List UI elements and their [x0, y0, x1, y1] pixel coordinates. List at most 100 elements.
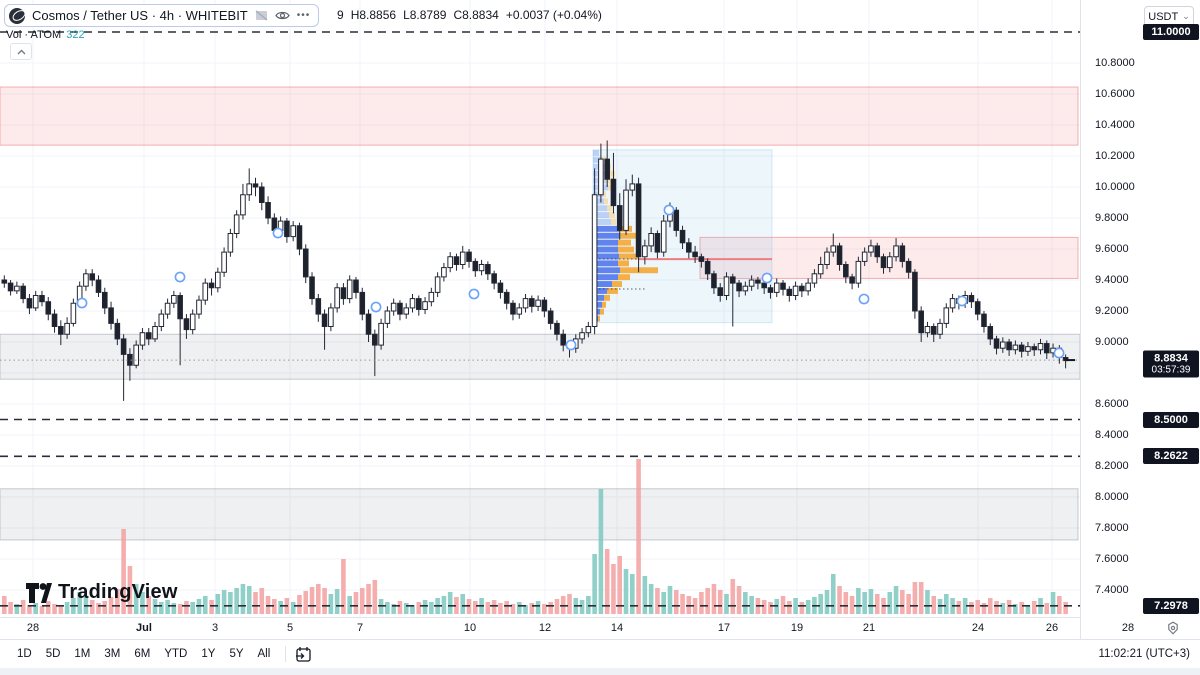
range-button-6m[interactable]: 6M	[134, 648, 151, 660]
volume-bar	[516, 602, 522, 614]
time-tick-label: 7	[356, 622, 364, 634]
time-tick-label: 28	[1121, 622, 1135, 634]
candle-body	[748, 279, 755, 287]
price-alert-badge: 8.2622	[1143, 448, 1199, 465]
price-tick-label: 10.0000	[1095, 181, 1135, 193]
volume-bar	[535, 601, 541, 614]
volume-bar	[115, 589, 120, 614]
candle-body	[660, 220, 667, 253]
candle-body	[629, 183, 636, 191]
signal-circle-marker	[565, 339, 577, 351]
candle-body	[334, 287, 340, 309]
volume-profile-bar-blue	[593, 239, 618, 246]
volume-bar	[33, 603, 38, 614]
volume-bar	[385, 602, 390, 614]
price-tick-label: 7.8000	[1095, 522, 1129, 534]
candle-body	[415, 298, 422, 310]
time-axis[interactable]: 28 Jul 3 5 7 10 12 14 17 19 21 24 26 28	[0, 617, 1134, 639]
range-button-3m[interactable]: 3M	[104, 648, 121, 660]
candle-body	[623, 189, 629, 231]
volume-bar	[900, 590, 905, 614]
panel-icon[interactable]	[255, 9, 268, 22]
volume-bar	[717, 590, 723, 614]
price-tick-label: 10.6000	[1095, 88, 1135, 100]
time-tick-label: 21	[862, 622, 876, 634]
candle-body	[328, 307, 334, 327]
range-button-ytd[interactable]: YTD	[164, 648, 188, 660]
chevron-up-icon	[17, 49, 25, 54]
toolbar-divider	[285, 646, 287, 662]
price-tick-label: 10.4000	[1095, 119, 1135, 131]
price-alert-badge: 11.0000	[1143, 24, 1199, 40]
volume-bar	[121, 529, 126, 614]
range-button-all[interactable]: All	[257, 648, 271, 660]
volume-bar	[1019, 602, 1024, 614]
time-tick-label: 17	[717, 622, 731, 634]
candle-body	[246, 183, 253, 196]
tradingview-logo-icon	[26, 582, 52, 603]
candle-body	[321, 313, 328, 328]
candle-body	[554, 322, 560, 335]
candle-body	[541, 299, 548, 312]
signal-circle-marker	[956, 295, 968, 307]
volume-bar	[234, 588, 239, 614]
volume-indicator-label: Vol · ATOM	[6, 29, 62, 41]
axis-settings-icon[interactable]	[1165, 620, 1183, 636]
volume-bar	[981, 603, 987, 614]
candle-body	[340, 287, 347, 300]
volume-bar	[215, 594, 221, 614]
collapse-pane-button[interactable]	[10, 43, 32, 60]
volume-bar	[542, 604, 547, 614]
go-to-date-button[interactable]	[294, 646, 313, 663]
volume-bar	[366, 584, 371, 614]
demand-zone-mid	[0, 333, 1080, 380]
candle-body	[441, 267, 447, 278]
signal-circle-marker	[663, 204, 675, 216]
symbol-title[interactable]: Cosmos / Tether US · 4h · WHITEBIT	[32, 8, 248, 23]
volume-bar	[849, 596, 855, 614]
candle-body	[704, 260, 711, 275]
clock[interactable]: 11:02:21 (UTC+3)	[1098, 648, 1190, 660]
demand-zone-low	[0, 488, 1079, 541]
tradingview-watermark[interactable]: TradingView	[26, 581, 178, 604]
chart-area[interactable]	[0, 0, 1080, 617]
volume-bar	[887, 592, 893, 614]
range-button-1d[interactable]: 1D	[17, 648, 32, 660]
candle-body	[296, 225, 303, 250]
volume-profile-bar-blue	[593, 232, 620, 239]
candlestick-chart[interactable]	[0, 0, 1080, 617]
volume-profile-bar-blue	[593, 212, 609, 218]
symbol-toolbar[interactable]: Cosmos / Tether US · 4h · WHITEBIT •••	[4, 4, 320, 27]
volume-bar	[1050, 592, 1056, 614]
candle-body	[930, 326, 937, 335]
price-axis[interactable]: USDT ⌄ 10.8000 10.6000 10.4000 10.2000 10.00…	[1080, 0, 1200, 639]
range-button-1m[interactable]: 1M	[74, 648, 91, 660]
volume-bar	[177, 604, 183, 614]
volume-bar	[862, 592, 867, 614]
candle-body	[799, 285, 805, 292]
candle-body	[974, 301, 981, 315]
tradingview-watermark-text: TradingView	[58, 581, 178, 603]
volume-indicator-legend[interactable]: Vol · ATOM 322	[6, 29, 85, 41]
volume-profile-bar-blue	[593, 198, 604, 205]
candle-body	[855, 260, 862, 284]
volume-profile-bar-blue	[593, 260, 618, 267]
range-button-5y[interactable]: 5Y	[229, 648, 244, 660]
volume-bar	[611, 564, 616, 614]
supply-zone-top	[0, 86, 1079, 146]
volume-bar	[975, 600, 980, 614]
candle-body	[993, 338, 1000, 349]
eye-icon[interactable]	[275, 10, 290, 21]
volume-bar	[636, 459, 641, 614]
range-button-1y[interactable]: 1Y	[201, 648, 216, 660]
candle-body	[535, 299, 541, 307]
currency-selector[interactable]: USDT ⌄	[1144, 6, 1194, 27]
cosmos-coin-icon	[9, 7, 25, 24]
volume-bar	[89, 600, 95, 614]
volume-profile-bar-orange	[619, 253, 638, 260]
candle-body	[459, 251, 466, 266]
volume-bar	[8, 602, 13, 614]
candle-body	[1000, 341, 1006, 349]
range-button-5d[interactable]: 5D	[45, 648, 61, 660]
more-icon[interactable]: •••	[296, 10, 311, 21]
